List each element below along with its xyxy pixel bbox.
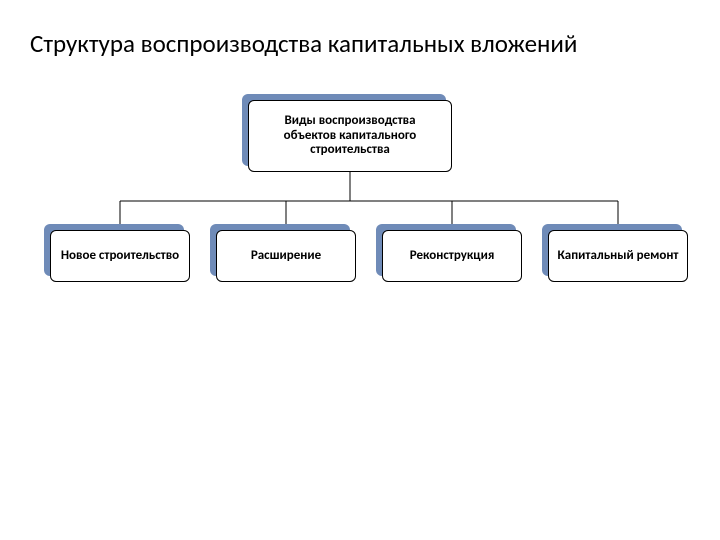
page-title: Структура воспроизводства капитальных вл… <box>30 28 690 59</box>
root-node: Виды воспроизводства объектов капитально… <box>248 100 452 172</box>
root-node-label: Виды воспроизводства объектов капитально… <box>248 100 452 172</box>
child-node-3: Капитальный ремонт <box>548 230 688 282</box>
child-node-0-label: Новое строительство <box>50 230 190 282</box>
child-node-2: Реконструкция <box>382 230 522 282</box>
child-node-0: Новое строительство <box>50 230 190 282</box>
child-node-2-label: Реконструкция <box>382 230 522 282</box>
child-node-1: Расширение <box>216 230 356 282</box>
child-node-3-label: Капитальный ремонт <box>548 230 688 282</box>
child-node-1-label: Расширение <box>216 230 356 282</box>
